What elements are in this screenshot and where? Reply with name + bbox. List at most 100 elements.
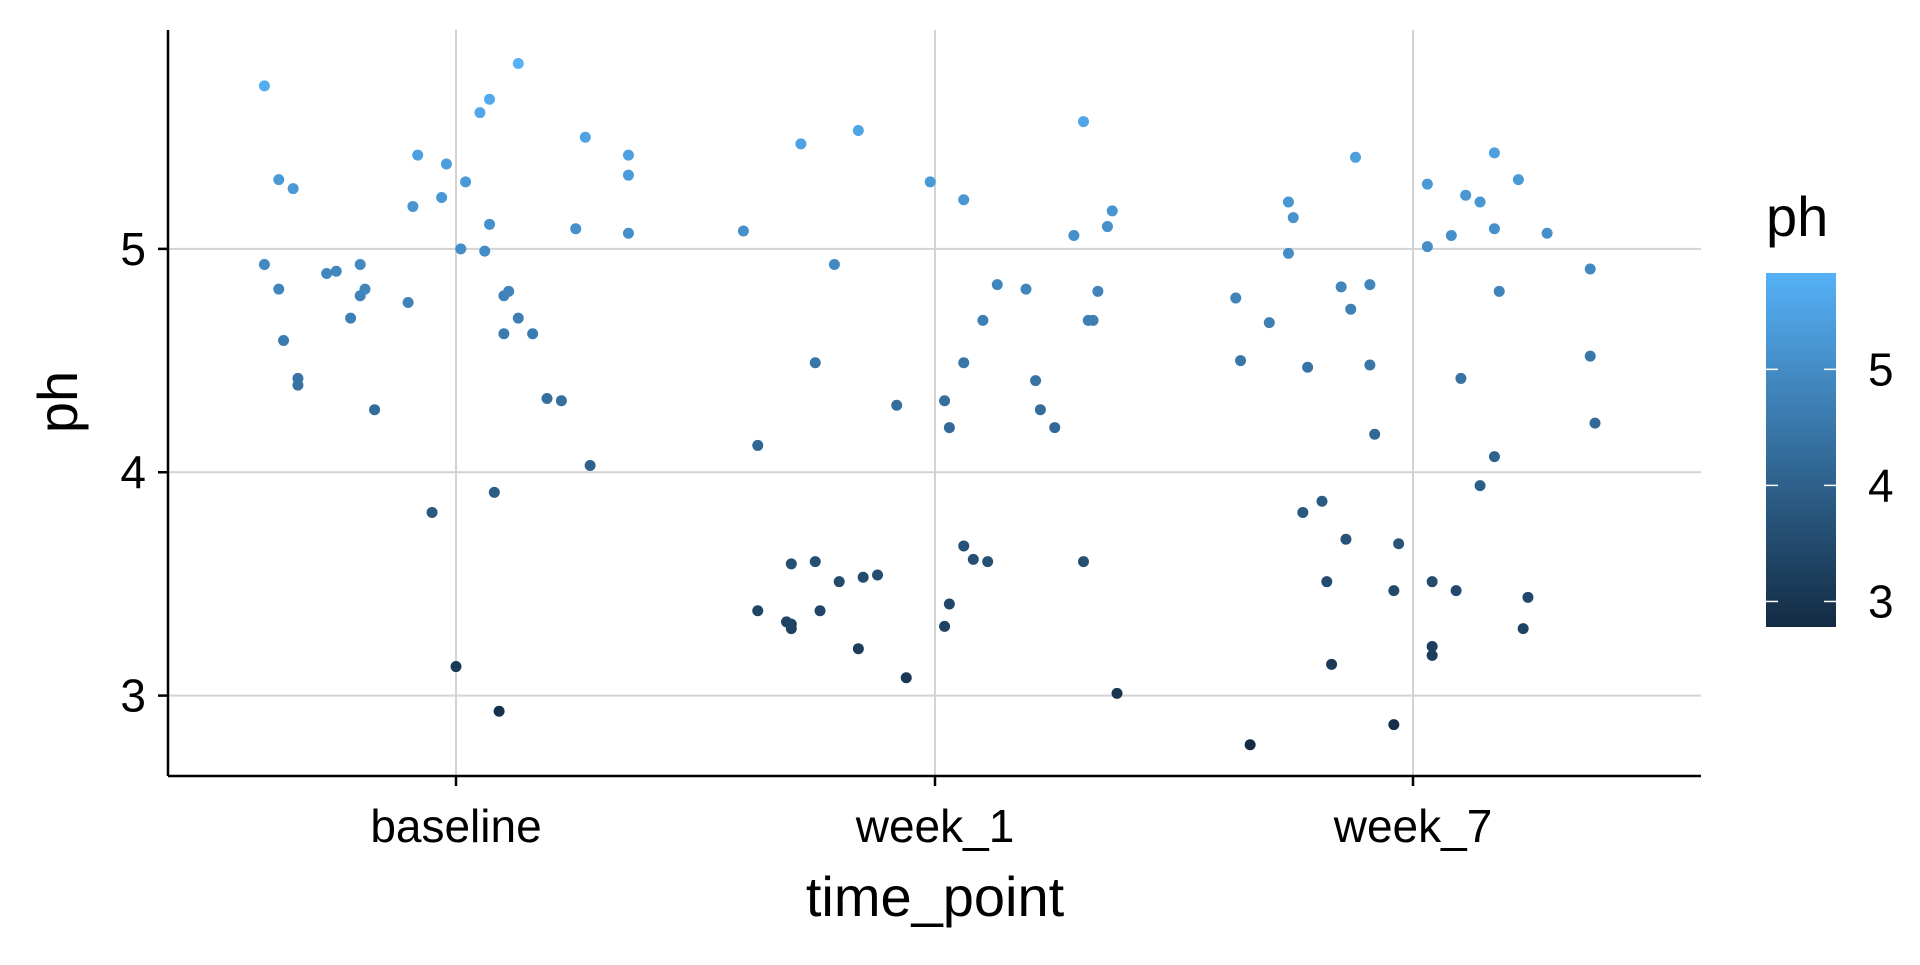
data-points xyxy=(258,58,1601,751)
data-point xyxy=(1287,212,1299,224)
legend-title: ph xyxy=(1766,185,1828,248)
data-point xyxy=(1297,506,1309,518)
data-point xyxy=(1512,174,1524,186)
data-point xyxy=(1077,116,1089,128)
legend-ticks: 3 4 5 xyxy=(1766,343,1894,627)
x-tick-label: week_1 xyxy=(855,800,1015,852)
legend-tick-label: 3 xyxy=(1868,575,1894,627)
data-point xyxy=(891,399,903,411)
data-point xyxy=(555,395,567,407)
data-point xyxy=(455,243,467,255)
data-point xyxy=(1350,151,1362,163)
data-point xyxy=(1450,585,1462,597)
y-tick-label: 5 xyxy=(120,223,146,275)
data-point xyxy=(809,556,821,568)
data-point xyxy=(287,183,299,195)
data-point xyxy=(1460,189,1472,201)
data-point xyxy=(1388,719,1400,731)
data-point xyxy=(570,223,582,235)
x-axis-title: time_point xyxy=(806,865,1065,928)
y-tick-label: 4 xyxy=(120,446,146,498)
data-point xyxy=(1388,585,1400,597)
legend-tick-label: 5 xyxy=(1868,343,1894,395)
grid-lines xyxy=(168,30,1701,776)
data-point xyxy=(1488,147,1500,159)
data-point xyxy=(345,312,357,324)
data-point xyxy=(814,605,826,617)
data-point xyxy=(1282,247,1294,259)
data-point xyxy=(1541,227,1553,239)
colorbar xyxy=(1766,273,1836,627)
y-axis-title: ph xyxy=(26,371,89,433)
data-point xyxy=(1321,576,1333,588)
data-point xyxy=(1326,658,1338,670)
data-point xyxy=(852,125,864,137)
data-point xyxy=(1263,317,1275,329)
data-point xyxy=(1393,538,1405,550)
data-point xyxy=(584,460,596,472)
data-point xyxy=(450,661,462,673)
data-point xyxy=(488,486,500,498)
data-point xyxy=(967,553,979,565)
color-legend: ph 3 4 5 xyxy=(1766,185,1894,627)
data-point xyxy=(1034,404,1046,416)
data-point xyxy=(436,192,448,204)
x-tick-label: baseline xyxy=(370,800,541,852)
data-point xyxy=(359,283,371,295)
data-point xyxy=(402,296,414,308)
data-point xyxy=(1445,229,1457,241)
data-point xyxy=(426,506,438,518)
data-point xyxy=(512,58,524,70)
data-point xyxy=(512,312,524,324)
x-tick-label: week_7 xyxy=(1333,800,1493,852)
data-point xyxy=(1316,495,1328,507)
data-point xyxy=(278,334,290,346)
data-point xyxy=(273,174,285,186)
data-point xyxy=(1282,196,1294,208)
data-point xyxy=(258,259,270,271)
data-point xyxy=(1244,739,1256,751)
data-point xyxy=(1493,285,1505,297)
data-point xyxy=(484,93,496,105)
data-point xyxy=(622,169,634,181)
data-point xyxy=(1364,279,1376,291)
data-point xyxy=(1426,576,1438,588)
data-point xyxy=(958,194,970,206)
y-tick-label: 3 xyxy=(120,670,146,722)
data-point xyxy=(479,245,491,257)
data-point xyxy=(292,379,304,391)
data-point xyxy=(622,227,634,239)
data-point xyxy=(579,131,591,143)
data-point xyxy=(1020,283,1032,295)
data-point xyxy=(493,705,505,717)
data-point xyxy=(474,107,486,119)
data-point xyxy=(1584,263,1596,275)
data-point xyxy=(1106,205,1118,217)
data-point xyxy=(785,558,797,570)
data-point xyxy=(1049,422,1061,434)
data-point xyxy=(828,259,840,271)
data-point xyxy=(330,265,342,277)
data-point xyxy=(258,80,270,92)
data-point xyxy=(1230,292,1242,304)
data-point xyxy=(939,395,951,407)
data-point xyxy=(752,605,764,617)
data-point xyxy=(809,357,821,369)
data-point xyxy=(737,225,749,237)
data-point xyxy=(900,672,912,684)
data-point xyxy=(1488,223,1500,235)
data-point xyxy=(1474,196,1486,208)
data-point xyxy=(1421,178,1433,190)
data-point xyxy=(460,176,472,188)
data-point xyxy=(1111,687,1123,699)
data-point xyxy=(1474,480,1486,492)
data-point xyxy=(1335,281,1347,293)
data-point xyxy=(943,598,955,610)
data-point xyxy=(795,138,807,150)
data-point xyxy=(1522,591,1534,603)
data-point xyxy=(1421,241,1433,253)
data-point xyxy=(1087,314,1099,326)
data-point xyxy=(498,328,510,340)
